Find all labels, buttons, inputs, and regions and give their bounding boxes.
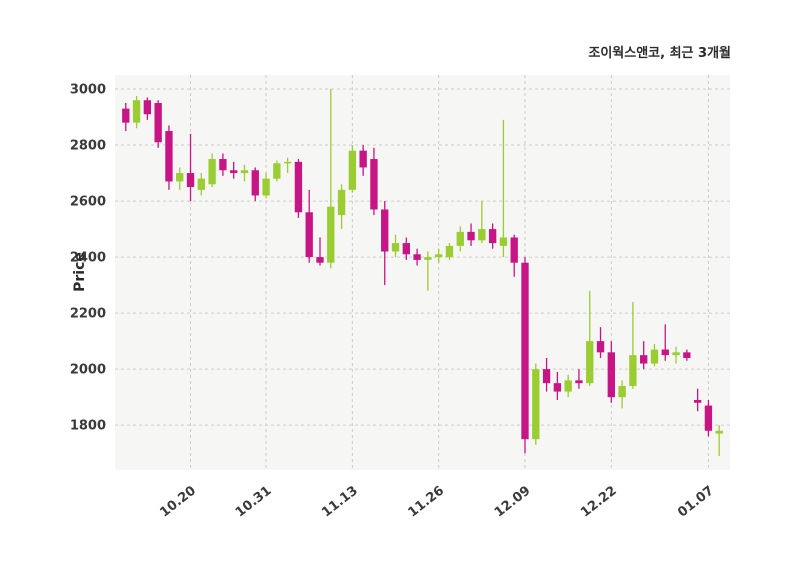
candle-down [488, 223, 497, 249]
x-tick-label: 01.07 [675, 483, 717, 520]
candle-up [240, 164, 249, 182]
candle-down [661, 324, 669, 361]
candle-down [251, 167, 259, 202]
x-tick-label: 10.31 [233, 483, 275, 520]
candle-down [294, 159, 303, 218]
candle-up [564, 374, 572, 398]
candle-up [208, 153, 216, 188]
candle-up [262, 173, 270, 199]
candle-down [143, 97, 152, 120]
candle-down [122, 103, 130, 132]
candle-down [230, 161, 238, 179]
chart-generated-layer: 1800 2000 2200 2400 2600 2800 3000 10.20 10.31 11… [70, 75, 730, 520]
candle-up [586, 290, 594, 386]
gridlines [115, 75, 730, 470]
chart-title: 조이웍스앤코, 최근 3개월 [588, 45, 731, 61]
y-tick-label: 2600 [70, 195, 106, 210]
candle-down [640, 341, 648, 370]
candle-up [327, 89, 335, 269]
candle-up [629, 301, 637, 389]
candle-up [650, 343, 659, 367]
candle-down [402, 237, 410, 260]
x-tick-label: 11.13 [319, 483, 361, 520]
candle-down [154, 100, 162, 148]
candle-down [165, 125, 173, 190]
candle-up [273, 160, 281, 182]
candle-down [305, 189, 313, 263]
candle-down [607, 341, 615, 403]
candle-down [596, 327, 605, 358]
candle-up [197, 173, 205, 196]
candle-down [521, 257, 529, 454]
candle-down [413, 248, 421, 266]
candle-down [186, 133, 195, 202]
candle-up [132, 96, 141, 129]
candle-up [348, 145, 357, 193]
candle-up [337, 184, 346, 230]
candle-down [467, 223, 475, 246]
y-tick-label: 2800 [70, 139, 106, 154]
candle-down [381, 201, 389, 286]
x-tick-label: 11.26 [406, 483, 448, 520]
candle-up [478, 201, 486, 244]
candle-down [553, 371, 562, 400]
candle-up [532, 363, 540, 445]
candle-down [370, 147, 378, 216]
candle-down [704, 399, 713, 437]
y-tick-label: 3000 [70, 83, 106, 98]
candle-up [456, 226, 464, 252]
candle-up [618, 380, 626, 409]
candle-down [219, 153, 227, 176]
y-tick-label: 1800 [70, 419, 106, 434]
candle-down [683, 349, 691, 361]
y-tick-label: 2400 [70, 251, 106, 266]
x-tick-label: 12.22 [578, 483, 620, 520]
candle-down [693, 388, 702, 412]
x-tick-label: 10.20 [157, 483, 199, 520]
candle-down [510, 234, 518, 277]
y-tick-label: 2200 [70, 307, 106, 322]
plot-area [115, 75, 730, 470]
candle-up [391, 234, 400, 258]
candle-up [715, 425, 723, 456]
candle-up [424, 251, 432, 291]
candle-up [283, 157, 292, 174]
candle-down [316, 237, 324, 266]
candle-down [359, 145, 367, 176]
x-tick-label: 12.09 [492, 483, 534, 520]
candle-down [575, 369, 583, 389]
candle-up [672, 346, 680, 364]
candle-up [435, 248, 443, 263]
candle-down [542, 357, 551, 392]
candle-up [176, 167, 184, 190]
y-axis-title: Price [72, 252, 88, 292]
candle-up [499, 119, 508, 258]
candle-up [445, 243, 454, 260]
y-tick-label: 2000 [70, 363, 106, 378]
